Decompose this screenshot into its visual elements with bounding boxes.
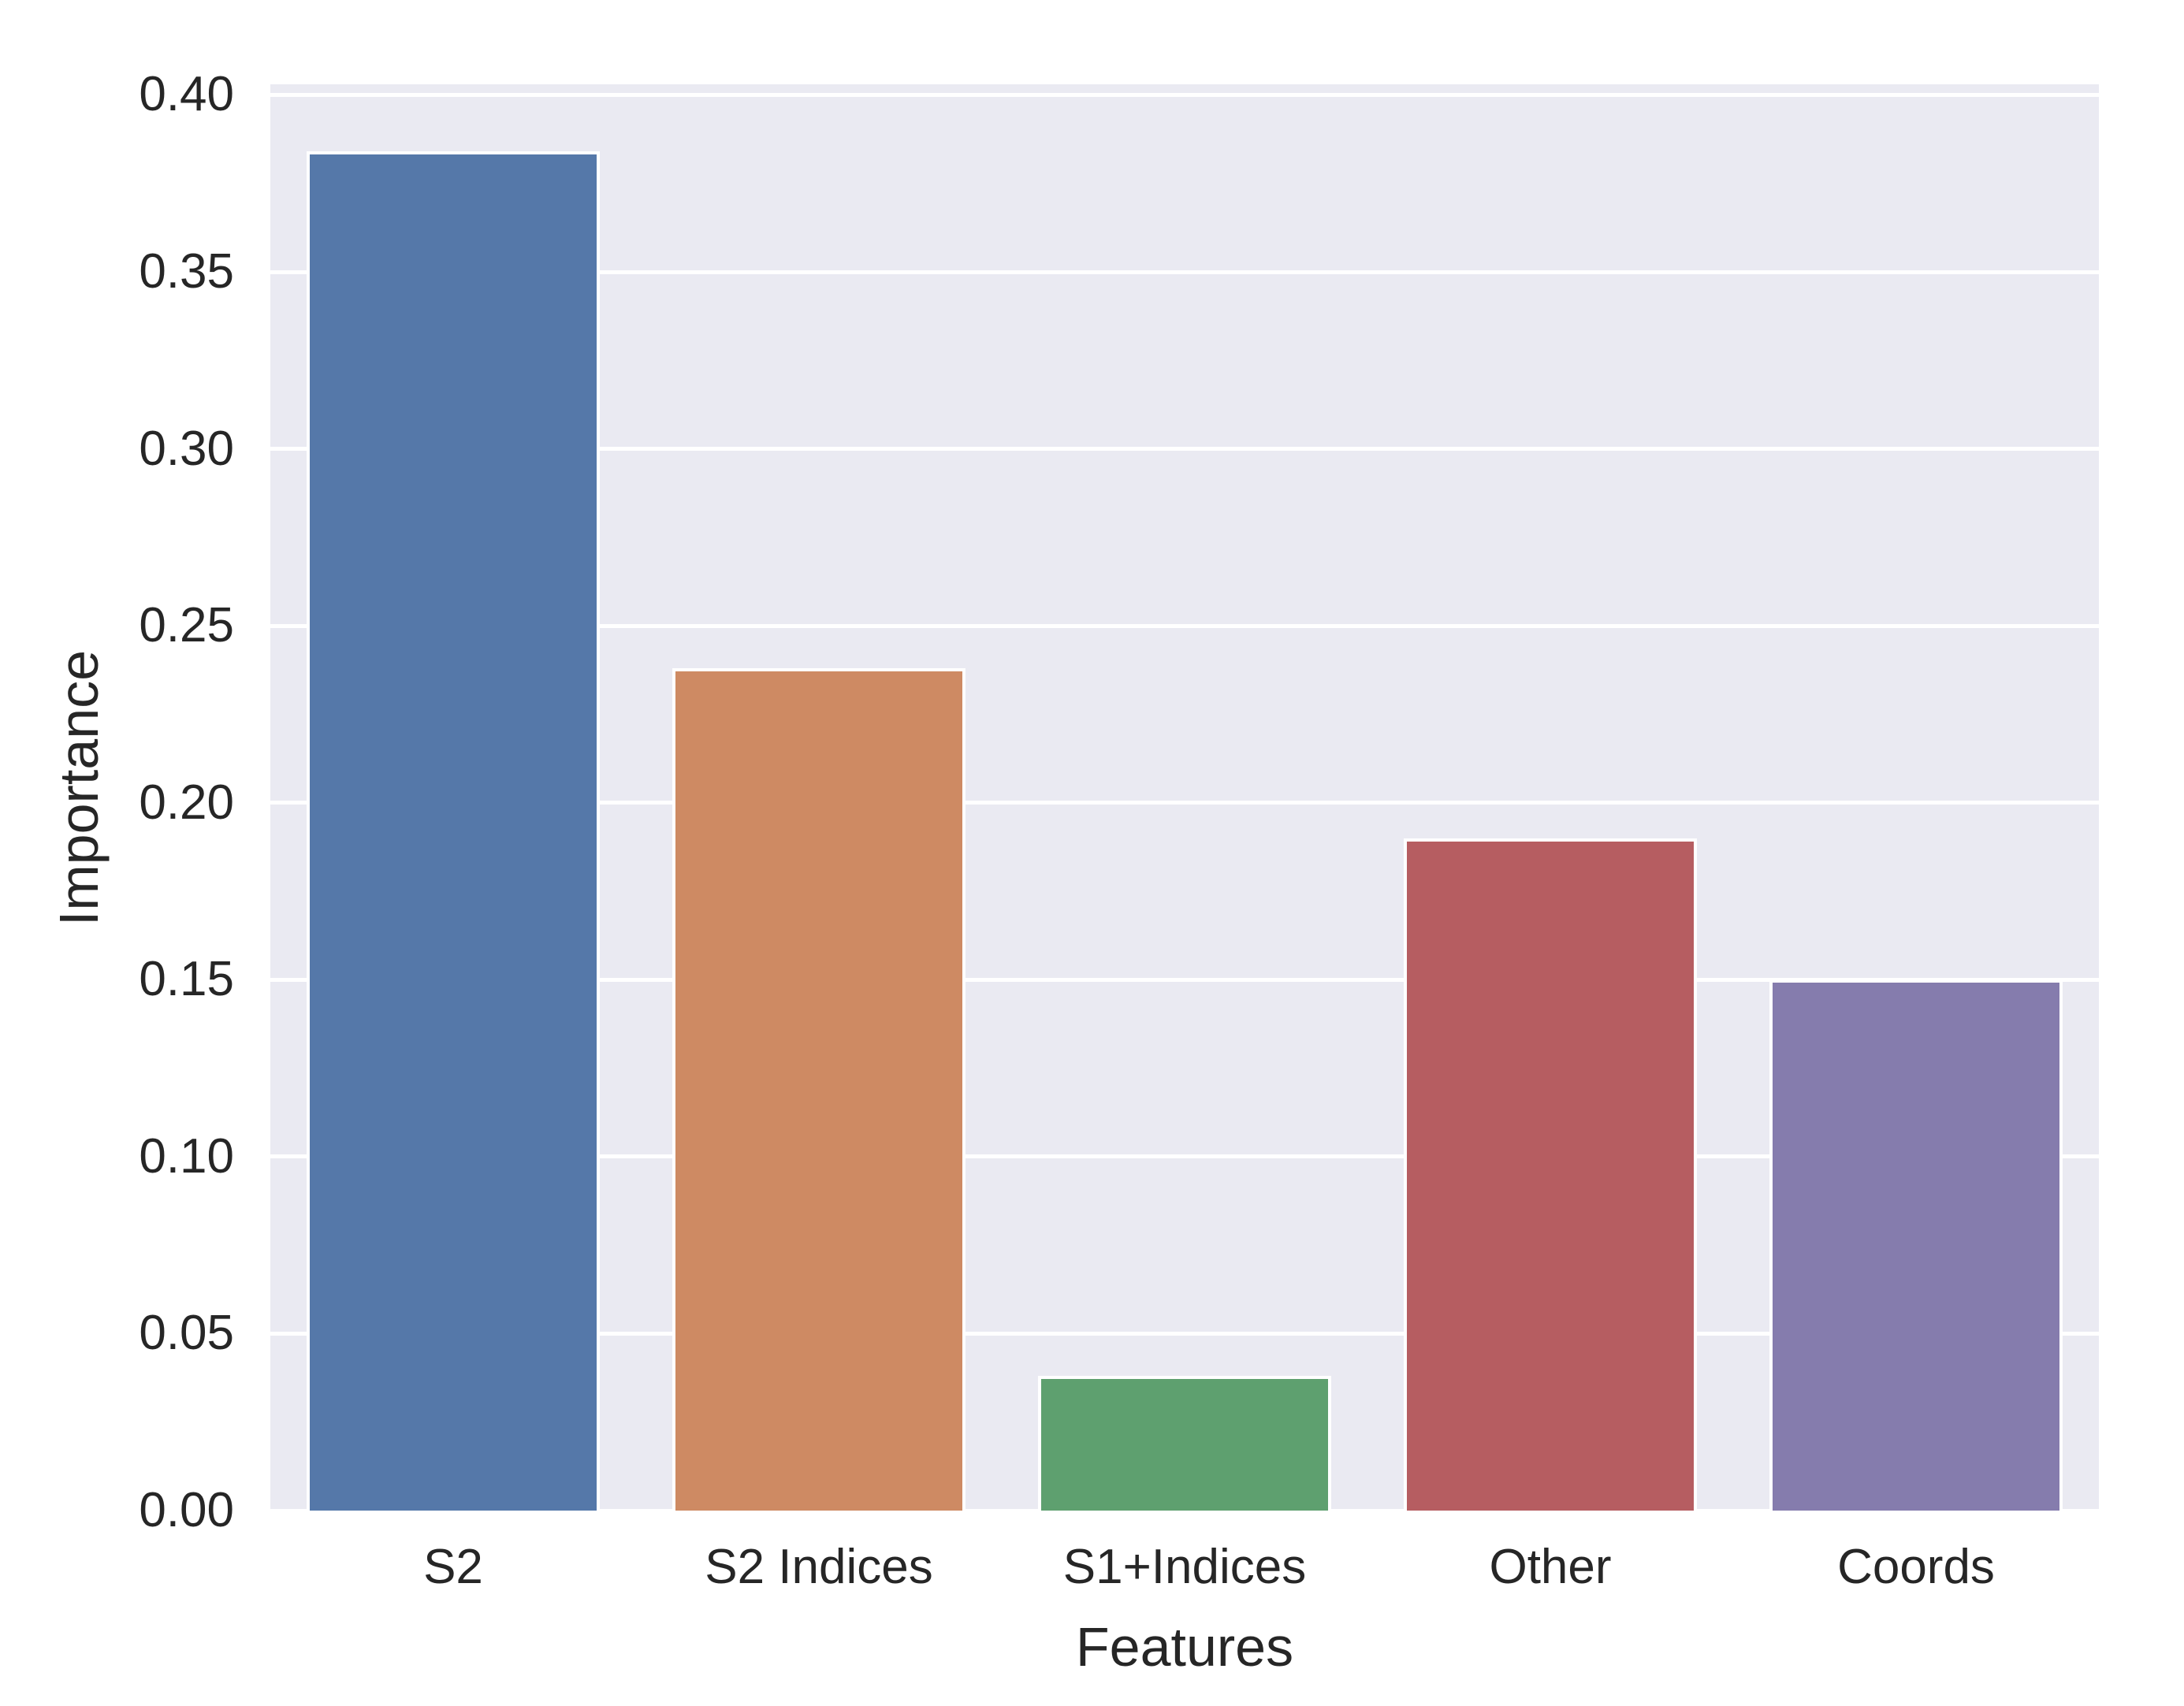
y-tick-label: 0.00 [139,1483,234,1537]
y-tick-label: 0.20 [139,775,234,830]
y-tick-label: 0.15 [139,952,234,1007]
gridline-y-0.1 [270,1154,2099,1159]
y-tick-label: 0.05 [139,1306,234,1361]
y-tick-label: 0.40 [139,67,234,122]
y-tick-label: 0.30 [139,421,234,476]
x-tick-label-coords: Coords [1837,1540,1995,1594]
gridline-y-0.2 [270,801,2099,805]
x-tick-label-s1-indices: S1+Indices [1062,1540,1307,1594]
x-tick-label-s2: S2 [423,1540,483,1594]
gridline-y-0.15 [270,977,2099,982]
x-tick-label-s2-indices: S2 Indices [705,1540,933,1594]
plot-area [270,84,2099,1513]
gridline-y-0.35 [270,269,2099,274]
bar-other [1404,838,1697,1511]
gridline-y-0.4 [270,92,2099,97]
gridline-y-0.05 [270,1331,2099,1336]
bar-coords [1769,979,2063,1511]
bar-s2-indices [672,668,965,1511]
gridline-y-0 [270,1508,2099,1513]
bar-s2 [307,151,600,1511]
gridline-y-0.3 [270,447,2099,452]
y-tick-label: 0.10 [139,1128,234,1184]
bar-s1-indices [1038,1376,1331,1511]
x-tick-label-other: Other [1489,1540,1612,1594]
y-axis-label: Importance [48,649,110,927]
x-axis-label: Features [1075,1616,1294,1678]
y-tick-label: 0.35 [139,244,234,299]
y-tick-label: 0.25 [139,598,234,653]
gridline-y-0.25 [270,623,2099,628]
